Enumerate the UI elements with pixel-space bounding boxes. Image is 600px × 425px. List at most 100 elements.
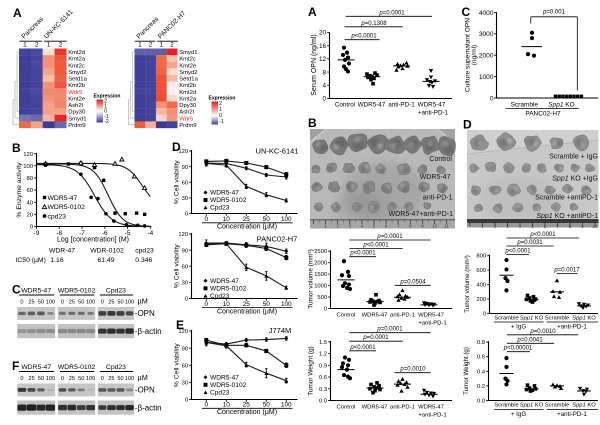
svg-text:Smyd1: Smyd1 [179,50,197,56]
svg-text:Tumor volume (mm³): Tumor volume (mm³) [464,255,471,313]
svg-text:100: 100 [281,216,292,223]
svg-text:2: 2 [149,42,153,49]
svg-text:% Cell viability: % Cell viability [174,343,181,387]
svg-text:B: B [308,116,317,130]
svg-text:p=0.0041: p=0.0041 [516,337,543,343]
svg-text:4000: 4000 [479,10,494,17]
svg-text:p=0.0017: p=0.0017 [553,267,580,273]
svg-text:Tumor Weight (g): Tumor Weight (g) [463,347,470,395]
svg-text:2: 2 [170,42,174,49]
svg-text:0.2: 0.2 [477,384,485,390]
svg-text:Smyd1: Smyd1 [68,116,86,122]
svg-text:0: 0 [205,216,209,223]
svg-text:Scramble: Scramble [494,316,518,322]
svg-text:2: 2 [494,224,497,229]
svg-text:2: 2 [337,224,340,229]
svg-text:IC50 (µM): IC50 (µM) [16,257,46,264]
svg-text:Setd1a: Setd1a [179,77,198,83]
svg-text:WDR5-0102: WDR5-0102 [58,288,96,295]
svg-text:Kmt2d: Kmt2d [179,90,196,96]
svg-text:Log [concentration] (M): Log [concentration] (M) [57,237,129,244]
svg-text:3: 3 [349,224,352,229]
svg-text:+anti-PD-1: +anti-PD-1 [557,324,587,331]
svg-text:Expression: Expression [209,96,236,102]
svg-text:1: 1 [481,224,484,229]
svg-text:200: 200 [476,297,486,303]
svg-text:0.4: 0.4 [477,369,486,375]
svg-text:2500: 2500 [314,249,327,255]
svg-text:5: 5 [531,224,534,229]
svg-text:Wdr5: Wdr5 [179,116,194,122]
svg-text:25: 25 [28,300,34,306]
svg-text:8: 8 [323,69,327,76]
svg-text:25: 25 [69,376,75,382]
svg-text:Concentration (µM): Concentration (µM) [217,308,277,315]
svg-text:2: 2 [104,98,107,104]
svg-text:25: 25 [108,300,114,306]
svg-text:Serum OPN (ng/ml): Serum OPN (ng/ml) [311,34,318,95]
svg-text:WDR5-47: WDR5-47 [21,288,51,295]
svg-text:80: 80 [27,176,34,182]
svg-text:Spp1 KO +antiPD-1: Spp1 KO +antiPD-1 [536,213,598,220]
svg-text:p=0.0010: p=0.0010 [529,329,556,335]
svg-text:1: 1 [23,42,27,49]
svg-text:120: 120 [23,152,34,158]
svg-text:WDR5-0102: WDR5-0102 [210,197,247,204]
svg-text:PANC02-H7: PANC02-H7 [257,235,298,244]
svg-text:100: 100 [46,300,55,306]
svg-text:0: 0 [61,300,64,306]
svg-text:Ash2l: Ash2l [179,110,194,116]
svg-text:p=0.0504: p=0.0504 [399,279,426,285]
svg-text:Kmt2c: Kmt2c [68,63,85,69]
svg-text:Control: Control [429,156,452,163]
svg-text:4: 4 [519,224,522,229]
svg-text:0: 0 [205,402,209,409]
svg-text:50: 50 [117,300,123,306]
svg-text:6: 6 [385,224,388,229]
svg-text:Spp1 KO: Spp1 KO [572,316,596,322]
svg-text:p<0.0001: p<0.0001 [504,248,531,254]
svg-text:0.6: 0.6 [319,375,327,381]
svg-text:0.346: 0.346 [135,257,152,264]
svg-text:Cpd23: Cpd23 [210,293,230,300]
svg-text:90: 90 [182,346,188,352]
svg-text:Cpd23: Cpd23 [106,364,126,371]
svg-text:anti-PD-1: anti-PD-1 [390,405,415,411]
svg-text:Spp1 KO: Spp1 KO [572,403,596,409]
svg-text:WDR5-47: WDR5-47 [420,174,451,181]
svg-text:100: 100 [281,301,292,308]
svg-text:WDR5-47: WDR5-47 [362,405,388,411]
svg-text:p=0.001: p=0.001 [542,10,566,16]
svg-text:Kmt2c: Kmt2c [179,57,196,63]
svg-text:p=0.1308: p=0.1308 [360,21,387,27]
svg-text:F: F [12,359,19,373]
svg-text:Scramble +antiPD-1: Scramble +antiPD-1 [535,195,598,202]
svg-text:Ash2l: Ash2l [68,103,83,109]
svg-text:Control: Control [337,313,356,319]
svg-text:9: 9 [421,224,424,229]
svg-text:+ IgG: + IgG [511,324,526,331]
svg-text:A: A [13,6,22,20]
svg-text:60: 60 [182,363,188,369]
svg-text:2000: 2000 [479,53,494,60]
svg-text:cpd23: cpd23 [135,248,154,255]
svg-text:-1: -1 [219,119,224,125]
svg-text:J774M: J774M [269,326,292,335]
svg-text:9: 9 [581,224,584,229]
svg-text:% Cell viability: % Cell viability [174,160,181,204]
svg-text:0: 0 [20,300,23,306]
svg-text:2000: 2000 [314,261,327,267]
svg-text:25: 25 [69,300,75,306]
svg-text:100: 100 [23,164,34,170]
svg-text:0.3: 0.3 [319,387,327,393]
svg-text:p=0.0001: p=0.0001 [378,10,405,16]
svg-text:400: 400 [476,283,486,289]
svg-text:0: 0 [61,376,64,382]
svg-text:2: 2 [35,42,39,49]
svg-text:100: 100 [46,376,55,382]
svg-text:2: 2 [59,42,63,49]
svg-text:-6: -6 [102,230,108,237]
svg-text:60: 60 [182,264,188,270]
svg-text:0: 0 [104,109,107,115]
svg-text:C: C [462,5,471,19]
